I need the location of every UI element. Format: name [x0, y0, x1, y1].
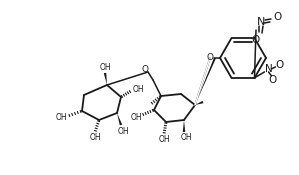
Text: O: O — [269, 75, 277, 85]
Text: O: O — [251, 35, 259, 45]
Text: N: N — [257, 17, 265, 27]
Polygon shape — [104, 73, 107, 85]
Text: N: N — [265, 64, 272, 74]
Text: O: O — [275, 60, 284, 70]
Text: OH: OH — [55, 114, 67, 122]
Text: OH: OH — [117, 127, 129, 135]
Text: OH: OH — [158, 135, 170, 145]
Text: OH: OH — [89, 134, 101, 142]
Polygon shape — [183, 120, 185, 132]
Polygon shape — [117, 113, 122, 125]
Polygon shape — [195, 58, 216, 105]
Text: OH: OH — [180, 134, 192, 142]
Polygon shape — [195, 101, 203, 105]
Text: OH: OH — [132, 85, 144, 93]
Text: O: O — [274, 12, 282, 22]
Text: O: O — [207, 54, 213, 62]
Text: OH: OH — [99, 62, 111, 72]
Text: OH: OH — [130, 113, 142, 121]
Text: O: O — [141, 65, 149, 75]
